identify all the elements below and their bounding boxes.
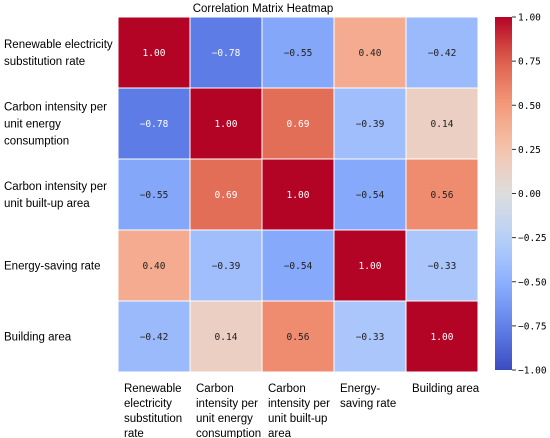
row-label: Building area [4,332,72,344]
heatmap-cell [261,300,335,373]
chart-title: Correlation Matrix Heatmap [193,3,334,15]
heatmap-cell [405,229,479,302]
heatmap-cell [117,300,191,373]
cell-value-label: −0.54 [284,261,313,272]
colorbar-tick-label: 0.75 [518,57,541,68]
colorbar-tick-label: −0.25 [518,233,547,244]
colorbar-tick-label: 0.00 [518,189,541,200]
cell-value-label: −0.33 [356,332,385,343]
colorbar-tick-label: 1.00 [518,13,541,24]
heatmap-cell [333,158,407,231]
cell-value-label: 1.00 [215,119,238,130]
heatmap-cell [189,229,263,302]
heatmap-cell [333,229,407,302]
heatmap-cell [189,300,263,373]
colorbar-tick-label: −1.00 [518,366,547,377]
cell-value-label: 1.00 [143,48,166,59]
row-label: unit built-up area [4,198,90,210]
cell-value-label: −0.55 [140,190,169,201]
cell-value-label: 1.00 [359,261,382,272]
colorbar-tick-label: 0.50 [518,101,541,112]
column-label: Renewable [124,383,182,395]
cell-value-label: 1.00 [287,190,310,201]
heatmap-cell [117,229,191,302]
column-label: intensity per [268,398,330,410]
row-label: consumption [4,136,69,148]
colorbar [495,17,512,370]
colorbar-tick-label: 0.25 [518,145,541,156]
row-label: substitution rate [4,56,85,68]
heatmap-cell [117,87,191,160]
heatmap-cell [405,87,479,160]
column-label: consumption [196,428,261,438]
cell-value-label: −0.33 [428,261,457,272]
colorbar-tick-label: −0.75 [518,321,547,332]
heatmap-cell [405,158,479,231]
cell-value-label: −0.54 [356,190,385,201]
heatmap-cell [405,300,479,373]
heatmap-cell [189,158,263,231]
cell-value-label: −0.39 [356,119,385,130]
cell-value-label: −0.55 [284,48,313,59]
column-label: rate [124,428,144,438]
row-label: unit energy [4,119,61,131]
column-label: Building area [412,383,480,395]
heatmap-cell [261,16,335,89]
column-label: area [268,428,292,438]
cell-value-label: 0.14 [431,119,454,130]
cell-value-label: −0.78 [212,48,241,59]
column-label: Carbon [196,383,234,395]
column-label: electricity [124,398,172,410]
heatmap-cell [189,16,263,89]
heatmap-cell [261,229,335,302]
cell-value-label: −0.39 [212,261,241,272]
heatmap-cell [261,87,335,160]
cell-value-label: 1.00 [431,332,454,343]
cell-value-label: 0.40 [359,48,382,59]
cell-value-label: −0.78 [140,119,169,130]
cell-value-label: 0.69 [287,119,310,130]
column-label: substitution [124,413,182,425]
cell-value-label: 0.69 [215,190,238,201]
cell-value-label: −0.42 [140,332,169,343]
cell-value-label: 0.14 [215,332,238,343]
row-label: Carbon intensity per [4,181,107,193]
row-label: Carbon intensity per [4,102,107,114]
column-label: Carbon [268,383,306,395]
heatmap-cell [117,16,191,89]
row-label: Energy-saving rate [4,261,101,273]
column-label: intensity per [196,398,258,410]
cell-value-label: 0.40 [143,261,166,272]
cell-value-label: 0.56 [287,332,310,343]
cell-value-label: −0.42 [428,48,457,59]
column-label: saving rate [340,398,396,410]
column-label: unit energy [196,413,253,425]
heatmap-cell [333,16,407,89]
column-label: Energy- [340,383,380,395]
column-label: unit built-up [268,413,327,425]
row-label: Renewable electricity [4,39,113,51]
cell-value-label: 0.56 [431,190,454,201]
colorbar-tick-label: −0.50 [518,277,547,288]
